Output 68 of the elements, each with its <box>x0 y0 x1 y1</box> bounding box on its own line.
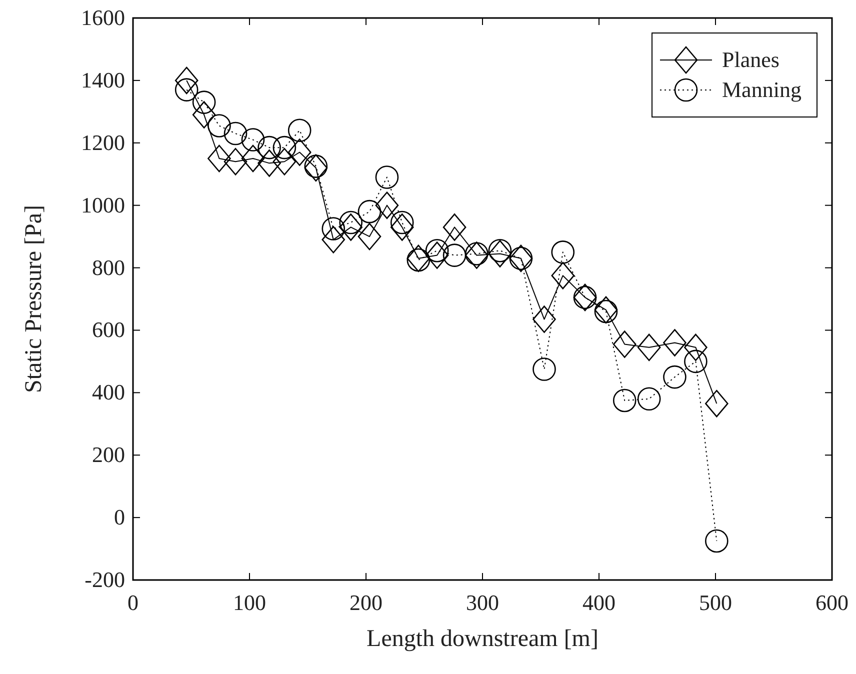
y-tick-label: 1000 <box>81 192 125 218</box>
point <box>174 66 198 94</box>
point <box>322 226 346 254</box>
point <box>192 90 216 114</box>
y-tick-label: 1200 <box>81 130 125 155</box>
y-tick-label: 1400 <box>81 67 125 92</box>
point <box>375 192 399 219</box>
y-tick-label: -200 <box>84 567 125 592</box>
point <box>208 114 231 138</box>
point <box>551 240 575 264</box>
point <box>241 128 265 152</box>
point <box>304 154 328 182</box>
point <box>663 365 686 389</box>
point <box>637 387 661 411</box>
point <box>375 166 399 189</box>
point <box>288 118 312 142</box>
point <box>442 244 466 267</box>
point <box>304 154 328 178</box>
x-tick-label: 100 <box>233 590 266 615</box>
point <box>663 329 686 356</box>
legend-label: Planes <box>722 47 780 72</box>
point <box>224 148 248 176</box>
point <box>612 330 636 358</box>
x-tick-label: 200 <box>350 590 382 615</box>
x-tick-label: 400 <box>582 590 616 615</box>
point <box>358 222 382 250</box>
point <box>208 144 231 172</box>
y-axis-title: Static Pressure [Pa] <box>21 205 47 393</box>
point <box>322 217 346 240</box>
point <box>532 358 556 381</box>
point <box>425 238 449 262</box>
point <box>425 242 449 269</box>
point <box>684 350 708 374</box>
x-tick-label: 600 <box>816 590 848 615</box>
point <box>258 150 281 177</box>
point <box>288 138 312 166</box>
point <box>358 200 382 224</box>
point <box>272 148 296 176</box>
point <box>637 334 661 362</box>
x-tick-label: 300 <box>466 590 499 615</box>
legend-label: Manning <box>722 77 802 102</box>
y-tick-label: 1600 <box>81 5 125 30</box>
point <box>532 306 556 333</box>
point <box>224 122 248 146</box>
point <box>390 214 414 241</box>
point <box>272 136 296 160</box>
point <box>339 210 363 234</box>
point <box>390 210 414 234</box>
y-tick-label: 200 <box>92 442 125 468</box>
y-tick-label: 400 <box>92 380 125 405</box>
point <box>174 78 198 102</box>
point <box>339 214 363 241</box>
point <box>705 529 728 553</box>
point <box>258 136 281 160</box>
point <box>488 240 512 268</box>
point <box>192 101 216 128</box>
y-tick-label: 0 <box>114 504 125 530</box>
point <box>612 388 636 412</box>
x-axis-title: Length downstream [m] <box>366 626 598 652</box>
point <box>551 262 575 290</box>
x-tick-label: 500 <box>699 590 732 615</box>
point <box>684 334 708 362</box>
point <box>705 390 728 418</box>
y-tick-label: 800 <box>92 254 125 280</box>
point <box>488 238 512 262</box>
point <box>442 214 466 241</box>
point <box>241 144 265 172</box>
y-tick-label: 600 <box>92 317 125 342</box>
